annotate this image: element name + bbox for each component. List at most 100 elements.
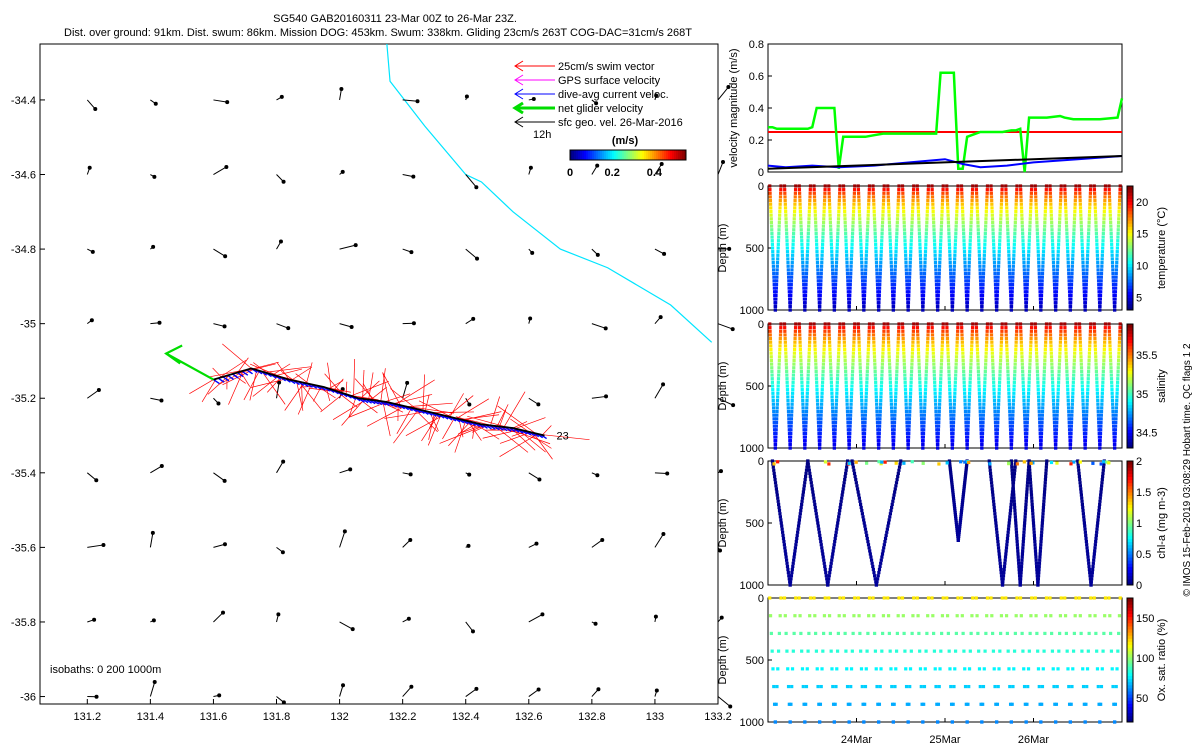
- temperature-sample-point: [1117, 198, 1122, 203]
- chla-sample-point: [876, 577, 880, 581]
- temperature-sample-point: [818, 290, 823, 294]
- chla-sample-point: [1010, 493, 1014, 497]
- temperature-sample-point: [831, 279, 835, 283]
- chla-sample-point: [1041, 512, 1045, 516]
- temperature-sample-point: [890, 282, 894, 287]
- chla-sample-point: [1079, 487, 1083, 491]
- temperature-sample-point: [894, 239, 899, 243]
- salinity-sample-point: [789, 431, 793, 436]
- salinity-sample-point: [1014, 333, 1019, 337]
- temperature-sample-point: [770, 235, 774, 239]
- temperature-sample-point: [879, 246, 884, 250]
- chla-sample-point: [777, 502, 781, 506]
- salinity-sample-point: [871, 326, 875, 330]
- temperature-sample-point: [941, 188, 945, 192]
- temperature-sample-point: [974, 188, 979, 192]
- chla-sample-point: [792, 555, 796, 559]
- salinity-sample-point: [1022, 406, 1026, 410]
- temperature-sample-point: [998, 231, 1002, 236]
- sfc-geo-vector-head: [217, 693, 222, 698]
- chla-sample-point: [1096, 518, 1100, 522]
- sfc-geo-vector: [528, 613, 543, 623]
- salinity-sample-point: [922, 417, 926, 421]
- temperature-sample-point: [1000, 195, 1004, 199]
- salinity-sample-point: [923, 395, 927, 399]
- temperature-sample-point: [772, 271, 776, 276]
- chla-colorbar-cell: [1127, 513, 1133, 518]
- salinity-sample-point: [1059, 333, 1063, 337]
- salinity-sample-point: [919, 402, 923, 406]
- salinity-sample-point: [864, 391, 868, 395]
- salinity-sample-point: [778, 347, 782, 352]
- temperature-sample-point: [828, 209, 832, 214]
- temperature-sample-point: [1094, 220, 1098, 225]
- temperature-sample-point: [771, 257, 775, 261]
- chla-sample-point: [1040, 521, 1044, 525]
- temperature-sample-point: [804, 290, 808, 294]
- temperature-sample-point: [1013, 224, 1017, 228]
- chla-sample-point: [963, 475, 967, 479]
- salinity-sample-point: [804, 428, 808, 432]
- temperature-colorbar-cell: [1127, 248, 1133, 252]
- swim-vector: [499, 409, 507, 427]
- temperature-sample-point: [1020, 228, 1025, 232]
- oxygen-sample-point: [933, 667, 937, 671]
- temperature-sample-point: [879, 250, 883, 254]
- temperature-colorbar-cell: [1127, 241, 1133, 246]
- temperature-sample-point: [975, 202, 979, 206]
- temperature-sample-point: [835, 257, 839, 261]
- temperature-sample-point: [1020, 220, 1024, 225]
- chla-colorbar-cell: [1127, 554, 1133, 558]
- temperature-sample-point: [1116, 224, 1121, 228]
- temperature-sample-point: [831, 290, 836, 294]
- temperature-sample-point: [981, 275, 985, 279]
- temperature-sample-point: [879, 242, 884, 246]
- chla-sample-point: [812, 496, 816, 500]
- chla-sample-point: [1001, 574, 1006, 578]
- temperature-sample-point: [792, 220, 796, 225]
- temperature-sample-point: [856, 184, 860, 188]
- temperature-sample-point: [1024, 304, 1028, 308]
- temperature-sample-point: [919, 275, 923, 279]
- salinity-colorbar-cell: [1127, 417, 1133, 421]
- oxygen-sample-point: [816, 684, 820, 689]
- map-colorbar-cell: [618, 150, 621, 160]
- oxygen-sample-point: [918, 649, 922, 653]
- chla-sample-point: [796, 527, 800, 531]
- chla-colorbar-label: chl-a (mg m-3): [1156, 487, 1168, 559]
- salinity-sample-point: [1014, 336, 1018, 341]
- temperature-sample-point: [813, 202, 817, 206]
- salinity-sample-point: [877, 428, 882, 432]
- salinity-sample-point: [1064, 347, 1068, 352]
- salinity-sample-point: [783, 333, 787, 337]
- salinity-sample-point: [939, 377, 943, 381]
- sfc-geo-vector-head: [720, 160, 725, 165]
- temperature-sample-point: [1117, 202, 1122, 206]
- temperature-sample-point: [844, 231, 848, 236]
- sfc-geo-vector: [654, 384, 664, 399]
- salinity-sample-point: [858, 366, 862, 370]
- salinity-sample-point: [939, 373, 943, 377]
- oxygen-sample-point: [851, 631, 855, 636]
- chla-sample-point: [1014, 530, 1019, 534]
- temperature-sample-point: [999, 206, 1003, 210]
- temperature-sample-point: [874, 242, 878, 246]
- salinity-sample-point: [963, 398, 967, 403]
- temperature-sample-point: [993, 264, 997, 268]
- chla-sample-point: [835, 524, 839, 528]
- salinity-sample-point: [818, 442, 822, 446]
- temperature-sample-point: [1072, 217, 1077, 221]
- salinity-sample-point: [997, 388, 1001, 392]
- oxygen-sample-point: [919, 684, 923, 689]
- oxygen-sample-point: [808, 614, 812, 618]
- temperature-sample-point: [1100, 260, 1104, 265]
- salinity-sample-point: [770, 384, 775, 388]
- salinity-sample-point: [827, 329, 831, 333]
- temperature-sample-point: [931, 209, 935, 214]
- salinity-sample-point: [931, 336, 935, 341]
- salinity-sample-point: [894, 380, 898, 384]
- sfc-geo-vector: [149, 681, 156, 697]
- salinity-sample-point: [902, 366, 907, 370]
- temperature-sample-point: [907, 282, 911, 287]
- salinity-sample-point: [963, 402, 967, 406]
